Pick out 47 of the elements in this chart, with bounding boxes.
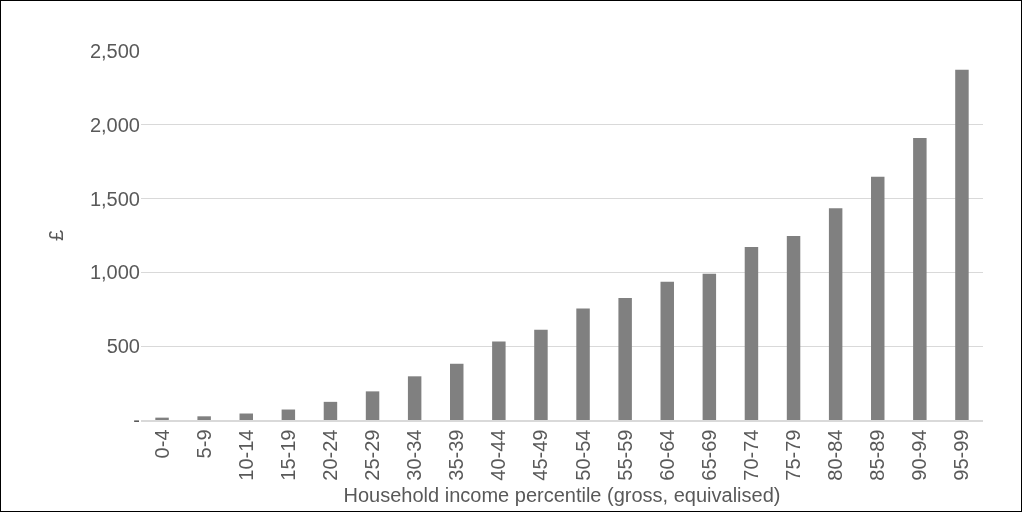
x-tick-label: 15-19 — [276, 429, 299, 481]
bar — [365, 391, 380, 420]
bar — [407, 376, 422, 420]
x-tick-label: 45-49 — [529, 429, 552, 481]
y-tick-label: 2,500 — [89, 40, 140, 62]
x-tick-label: 90-94 — [908, 429, 931, 481]
x-tick-label: 65-69 — [697, 429, 720, 481]
bar — [492, 341, 506, 420]
bar — [955, 69, 969, 420]
x-tick-label: 25-29 — [361, 429, 384, 481]
y-tick-label: 2,000 — [89, 113, 140, 136]
bar — [828, 208, 843, 420]
bar — [534, 329, 548, 420]
x-tick-label: 80-84 — [824, 429, 847, 481]
x-tick-label: 20-24 — [318, 429, 341, 481]
x-tick-label: 35-39 — [445, 429, 468, 481]
bar — [660, 281, 674, 420]
bar — [576, 308, 590, 420]
x-tick-label: 50-54 — [571, 429, 594, 481]
bar — [744, 247, 759, 420]
x-axis-title: Household income percentile (gross, equivalised) — [343, 483, 781, 506]
bar — [450, 363, 464, 420]
bar — [197, 416, 211, 420]
y-axis-title: £ — [45, 229, 68, 242]
bar — [281, 409, 296, 420]
x-tick-label: 0-4 — [150, 429, 173, 459]
x-tick-label: 30-34 — [403, 429, 426, 481]
y-tick-label: 500 — [106, 335, 140, 358]
bar — [702, 273, 717, 420]
x-tick-label: 55-59 — [613, 429, 636, 481]
bar — [618, 297, 632, 420]
bar — [786, 236, 801, 420]
y-tick-label: - — [133, 409, 140, 431]
x-tick-label: 10-14 — [234, 429, 257, 481]
bar — [871, 176, 885, 420]
x-tick-label: 60-64 — [655, 429, 678, 481]
x-tick-label: 75-79 — [782, 429, 805, 481]
x-tick-label: 5-9 — [192, 429, 215, 459]
y-tick-label: 1,500 — [89, 187, 140, 210]
x-tick-label: 40-44 — [487, 429, 510, 481]
x-tick-label: 70-74 — [739, 429, 762, 481]
x-tick-label: 95-99 — [950, 429, 973, 481]
x-tick-label: 85-89 — [866, 429, 889, 481]
bar — [323, 401, 338, 420]
bar — [913, 137, 927, 420]
y-tick-label: 1,000 — [89, 261, 140, 284]
bar — [239, 413, 253, 420]
